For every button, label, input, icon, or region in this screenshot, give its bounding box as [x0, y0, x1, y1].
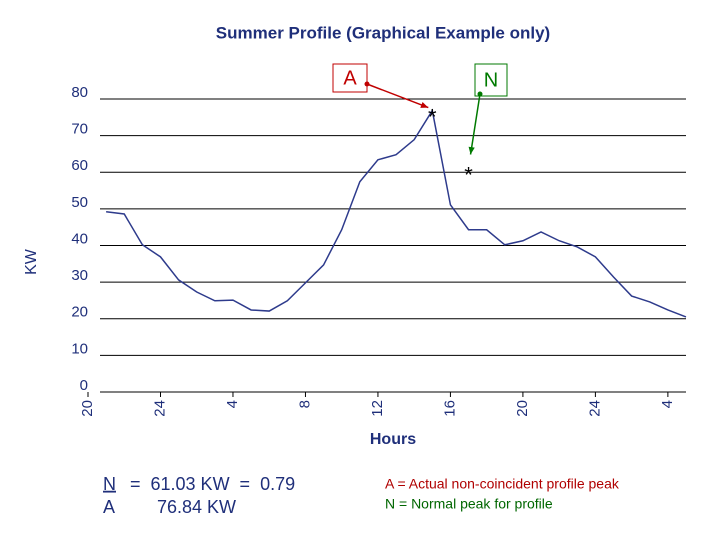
- y-tick-label: 0: [80, 377, 88, 394]
- annotation-box: [332, 63, 368, 93]
- y-tick-label: 20: [71, 304, 88, 321]
- x-tick-label: 4: [224, 400, 241, 408]
- annotation-box: [474, 63, 508, 97]
- arrow-head: [468, 146, 475, 155]
- peak-marker: *: [464, 162, 473, 187]
- arrow-head: [420, 102, 429, 108]
- annotation-arrow: [469, 93, 481, 155]
- y-axis-label: KW: [23, 248, 40, 275]
- annotation-label: A: [343, 67, 357, 89]
- summary-label: A: [103, 497, 115, 517]
- annotation-label: N: [484, 69, 498, 91]
- y-tick-label: 80: [71, 84, 88, 101]
- x-tick-label: 8: [296, 400, 313, 408]
- summary-text: = 61.03 KW = 0.79: [130, 474, 295, 494]
- data-line: [106, 108, 687, 318]
- x-tick-label: 4: [659, 400, 676, 408]
- note: N = Normal peak for profile: [385, 496, 553, 512]
- x-tick-label: 24: [586, 400, 603, 417]
- y-tick-label: 50: [71, 194, 88, 211]
- summary-text: 76.84 KW: [157, 497, 236, 517]
- note: A = Actual non-coincident profile peak: [385, 476, 620, 492]
- y-tick-label: 30: [71, 267, 88, 284]
- y-tick-label: 10: [71, 340, 88, 357]
- x-axis-label: Hours: [370, 431, 416, 448]
- x-tick-label: 20: [514, 400, 531, 417]
- peak-marker: *: [428, 104, 437, 129]
- summary-label: N: [103, 474, 116, 494]
- y-tick-label: 40: [71, 230, 88, 247]
- x-tick-label: 12: [369, 400, 386, 417]
- x-tick-label: 20: [79, 400, 96, 417]
- x-tick-label: 24: [151, 400, 168, 417]
- chart-title: Summer Profile (Graphical Example only): [216, 23, 550, 42]
- y-tick-label: 60: [71, 157, 88, 174]
- annotation-arrow: [366, 83, 429, 109]
- x-tick-label: 16: [441, 400, 458, 417]
- y-tick-label: 70: [71, 121, 88, 138]
